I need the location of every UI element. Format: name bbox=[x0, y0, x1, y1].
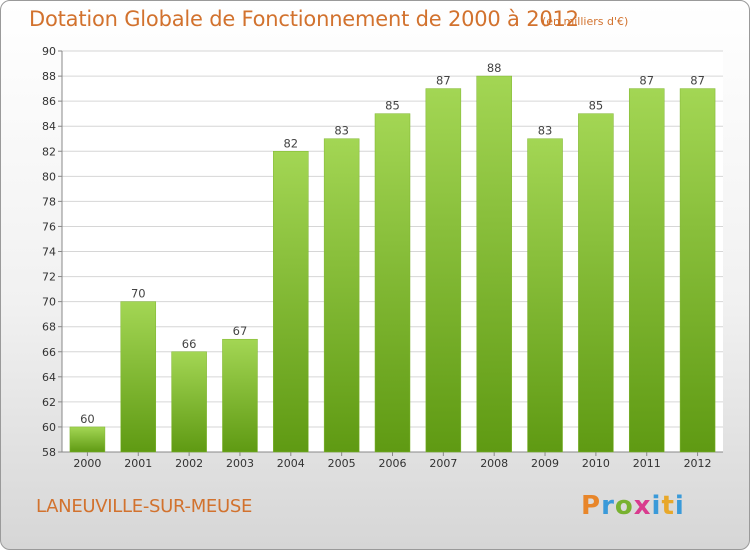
labels: 60 2000 70 2001 66 2002 67 2003 82 2004 83 2005 85 20… bbox=[73, 61, 711, 470]
value-label-2010: 85 bbox=[589, 99, 604, 113]
value-label-2004: 82 bbox=[283, 136, 298, 150]
x-tick-label-2004: 2004 bbox=[277, 457, 305, 470]
x-tick-label-2005: 2005 bbox=[328, 457, 356, 470]
y-tick-label: 60 bbox=[42, 421, 56, 434]
y-tick-label: 80 bbox=[42, 170, 56, 183]
value-label-2009: 83 bbox=[538, 124, 553, 138]
bar-2007 bbox=[425, 88, 462, 453]
bar-2009 bbox=[527, 138, 563, 453]
value-label-2007: 87 bbox=[436, 74, 451, 88]
value-label-2001: 70 bbox=[131, 287, 146, 301]
y-tick-label: 58 bbox=[42, 446, 56, 459]
value-label-2003: 67 bbox=[233, 324, 248, 338]
proxiti-logo[interactable]: Proxiti bbox=[581, 491, 685, 521]
bar-2006 bbox=[374, 113, 411, 453]
y-tick-label: 74 bbox=[42, 246, 56, 259]
bars bbox=[69, 75, 716, 453]
y-tick-label: 78 bbox=[42, 195, 56, 208]
bar-2012 bbox=[679, 88, 716, 453]
x-tick-label-2007: 2007 bbox=[429, 457, 457, 470]
chart-title: Dotation Globale de Fonctionnement de 20… bbox=[29, 7, 579, 31]
x-tick-label-2008: 2008 bbox=[480, 457, 508, 470]
y-tick-label: 64 bbox=[42, 371, 56, 384]
y-tick-label: 84 bbox=[42, 120, 56, 133]
chart-subtitle: (en milliers d'€) bbox=[542, 15, 629, 28]
value-label-2005: 83 bbox=[334, 124, 349, 138]
y-tick-label: 72 bbox=[42, 271, 56, 284]
y-tick-label: 62 bbox=[42, 396, 56, 409]
bar-2002 bbox=[171, 351, 207, 453]
y-tick-label: 70 bbox=[42, 296, 56, 309]
x-tick-label-2000: 2000 bbox=[73, 457, 101, 470]
x-tick-label-2012: 2012 bbox=[684, 457, 712, 470]
bar-2000 bbox=[69, 426, 106, 453]
y-tick-label: 86 bbox=[42, 95, 56, 108]
x-tick-label-2002: 2002 bbox=[175, 457, 203, 470]
x-tick-label-2001: 2001 bbox=[124, 457, 152, 470]
y-tick-label: 90 bbox=[42, 45, 56, 58]
bar-2008 bbox=[476, 75, 512, 453]
y-tick-label: 68 bbox=[42, 321, 56, 334]
y-tick-label: 82 bbox=[42, 145, 56, 158]
value-label-2011: 87 bbox=[639, 74, 654, 88]
bar-2011 bbox=[628, 88, 665, 453]
bar-2004 bbox=[273, 151, 309, 453]
value-label-2006: 85 bbox=[385, 99, 400, 113]
value-label-2012: 87 bbox=[690, 74, 705, 88]
value-label-2000: 60 bbox=[80, 412, 95, 426]
bar-2010 bbox=[578, 113, 614, 453]
bar-2005 bbox=[323, 138, 360, 453]
x-tick-label-2011: 2011 bbox=[633, 457, 661, 470]
value-label-2008: 88 bbox=[487, 61, 502, 75]
bar-2003 bbox=[222, 338, 258, 453]
x-tick-label-2010: 2010 bbox=[582, 457, 610, 470]
value-label-2002: 66 bbox=[182, 337, 197, 351]
x-tick-label-2006: 2006 bbox=[379, 457, 407, 470]
commune-name: LANEUVILLE-SUR-MEUSE bbox=[36, 496, 253, 517]
y-tick-label: 88 bbox=[42, 70, 56, 83]
x-tick-label-2009: 2009 bbox=[531, 457, 559, 470]
bar-2001 bbox=[120, 301, 157, 453]
y-tick-label: 66 bbox=[42, 346, 56, 359]
x-tick-label-2003: 2003 bbox=[226, 457, 254, 470]
y-tick-label: 76 bbox=[42, 220, 56, 233]
